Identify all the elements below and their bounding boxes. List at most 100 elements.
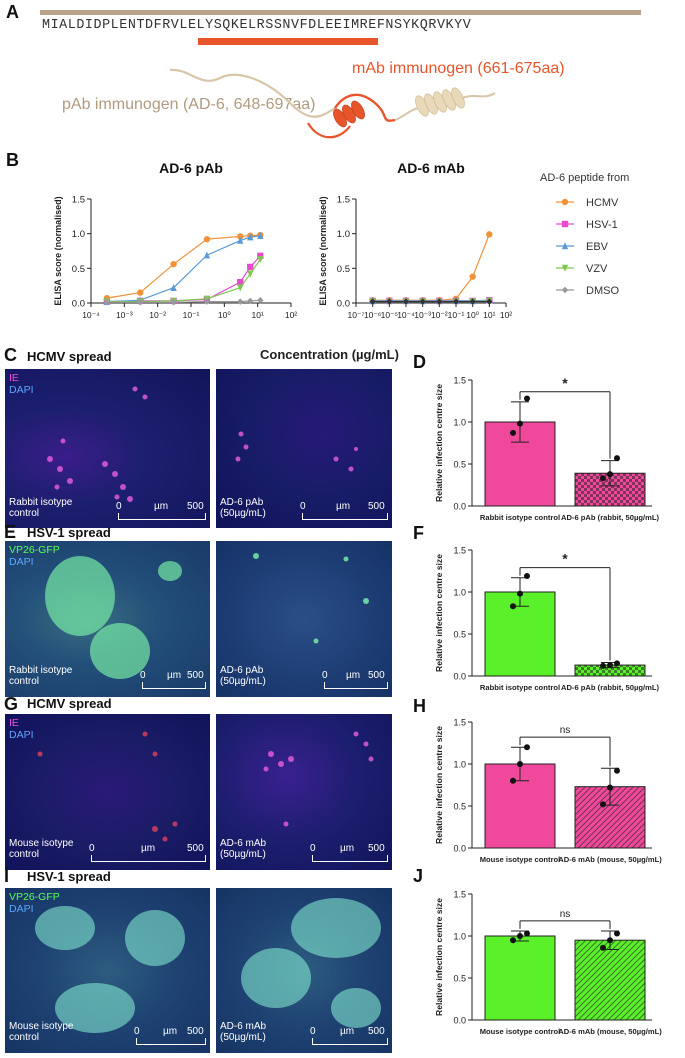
data-point <box>237 279 244 286</box>
legend-marker <box>561 220 569 228</box>
replicate-point <box>524 930 530 937</box>
data-point <box>237 233 244 240</box>
scale-unit: µm <box>154 501 169 512</box>
mab-immunogen-bar <box>198 38 378 45</box>
micrograph-c-left: IE DAPI Rabbit isotype control 0 µm 500 <box>5 369 210 528</box>
chart-f: 0.0 0.5 1.0 1.5 Relative infection centre si… <box>434 546 659 693</box>
data-point <box>419 298 426 305</box>
data-point <box>469 298 476 305</box>
data-point <box>402 298 410 305</box>
panel-label-j: J <box>413 866 424 886</box>
y-tick-label: 1.0 <box>453 760 466 770</box>
y-tick-label: 0.5 <box>453 802 466 812</box>
y-axis-label: Relative infection centre size <box>434 898 444 1016</box>
replicate-point <box>607 662 613 669</box>
data-point <box>237 298 244 305</box>
panel-label-g: G <box>4 694 19 714</box>
panel-label-d: D <box>413 352 426 372</box>
category-label: AD-6 mAb (mouse, 50µg/mL) <box>558 855 662 864</box>
category-label: Mouse isotype control <box>480 1027 561 1036</box>
c-title: HCMV spread <box>27 349 112 364</box>
x-tick-label: 10⁻⁴ <box>82 310 100 320</box>
data-point <box>257 252 264 260</box>
stain-label-vp26: VP26-GFP <box>9 891 60 903</box>
stain-label-dapi: DAPI <box>9 903 34 915</box>
y-tick-label: 0.5 <box>453 460 466 470</box>
x-tick-label: 10¹ <box>252 310 264 320</box>
e-title: HSV-1 spread <box>27 525 111 540</box>
data-point <box>452 298 460 305</box>
x-tick-label: 10⁻² <box>149 310 166 320</box>
scale-end: 500 <box>368 670 385 681</box>
replicate-point <box>600 944 606 951</box>
y-axis-label: ELISA score (normalised) <box>318 196 328 305</box>
protein-structure-ribbon <box>169 68 496 139</box>
series-ebv <box>103 232 264 305</box>
data-point <box>257 256 264 264</box>
x-tick-label: 10¹ <box>483 310 495 320</box>
replicate-point <box>510 937 516 944</box>
replicate-point <box>614 930 620 937</box>
data-point <box>247 263 254 271</box>
y-tick-label: 0.0 <box>453 844 466 854</box>
data-point <box>369 298 376 305</box>
micrograph-caption: Rabbit isotype control <box>9 497 73 519</box>
chart-title: AD-6 pAb <box>159 160 223 176</box>
scale-start: 0 <box>310 1026 316 1037</box>
panel-label-c: C <box>4 345 17 365</box>
pab-immunogen-bar <box>40 10 641 15</box>
scale-bar <box>91 855 206 862</box>
series-line <box>372 234 490 301</box>
scale-unit: µm <box>340 843 355 854</box>
chart-b-mab: AD-6 mAb 0.0 0.5 1.0 1.5 10⁻⁷ 10⁻⁶ 10⁻⁵ 10⁻⁴ 10⁻³… <box>318 160 512 320</box>
replicate-point <box>607 471 613 478</box>
scale-end: 500 <box>187 670 204 681</box>
y-tick-label: 1.0 <box>453 588 466 598</box>
category-label: AD-6 pAb (rabbit, 50µg/mL) <box>561 513 660 522</box>
stain-label-ie: IE <box>9 372 19 384</box>
y-tick-label: 1.5 <box>453 546 466 556</box>
panel-label-b: B <box>6 150 19 170</box>
micrograph-e-right: AD-6 pAb (50µg/mL) 0 µm 500 <box>216 541 392 697</box>
chart-h: 0.0 0.5 1.0 1.5 Relative infection centre si… <box>434 718 662 865</box>
scale-start: 0 <box>134 1026 140 1037</box>
y-tick-label: 1.5 <box>72 195 85 206</box>
scale-end: 500 <box>187 843 204 854</box>
y-tick-label: 0.5 <box>453 974 466 984</box>
replicate-point <box>614 455 620 462</box>
legend-label: HCMV <box>586 197 619 209</box>
scale-start: 0 <box>116 501 122 512</box>
legend-title: AD-6 peptide from <box>540 172 630 184</box>
scale-end: 500 <box>187 1026 204 1037</box>
data-point <box>257 232 264 239</box>
y-tick-label: 0.0 <box>453 502 466 512</box>
scale-bar <box>312 855 388 862</box>
replicate-point <box>524 744 530 751</box>
data-point <box>203 251 211 259</box>
cells-overlay <box>241 898 381 1028</box>
x-tick-label: 10⁻² <box>431 310 448 320</box>
y-tick-label: 0.0 <box>337 299 350 310</box>
y-tick-label: 0.0 <box>453 1016 466 1026</box>
series-line <box>372 299 490 302</box>
scale-start: 0 <box>89 843 95 854</box>
scale-end: 500 <box>187 501 204 512</box>
mab-immunogen-label: mAb immunogen (661-675aa) <box>352 60 565 77</box>
scale-bar <box>118 513 206 520</box>
x-tick-label: 10⁰ <box>466 310 479 320</box>
replicate-point <box>517 420 523 427</box>
y-tick-label: 1.5 <box>337 195 350 206</box>
x-tick-label: 10⁻⁷ <box>347 310 364 320</box>
replicate-point <box>614 767 620 774</box>
data-point <box>247 233 254 241</box>
scale-bar <box>324 682 388 689</box>
data-point <box>237 236 244 244</box>
data-point <box>436 298 443 305</box>
legend-marker <box>561 242 569 250</box>
cells-overlay <box>35 906 185 1033</box>
category-label: Mouse isotype control <box>480 855 561 864</box>
legend-marker <box>561 264 569 272</box>
category-label: AD-6 mAb (mouse, 50µg/mL) <box>558 1027 662 1036</box>
y-tick-label: 1.0 <box>453 932 466 942</box>
micrograph-caption: AD-6 mAb (50µg/mL) <box>220 1021 267 1043</box>
